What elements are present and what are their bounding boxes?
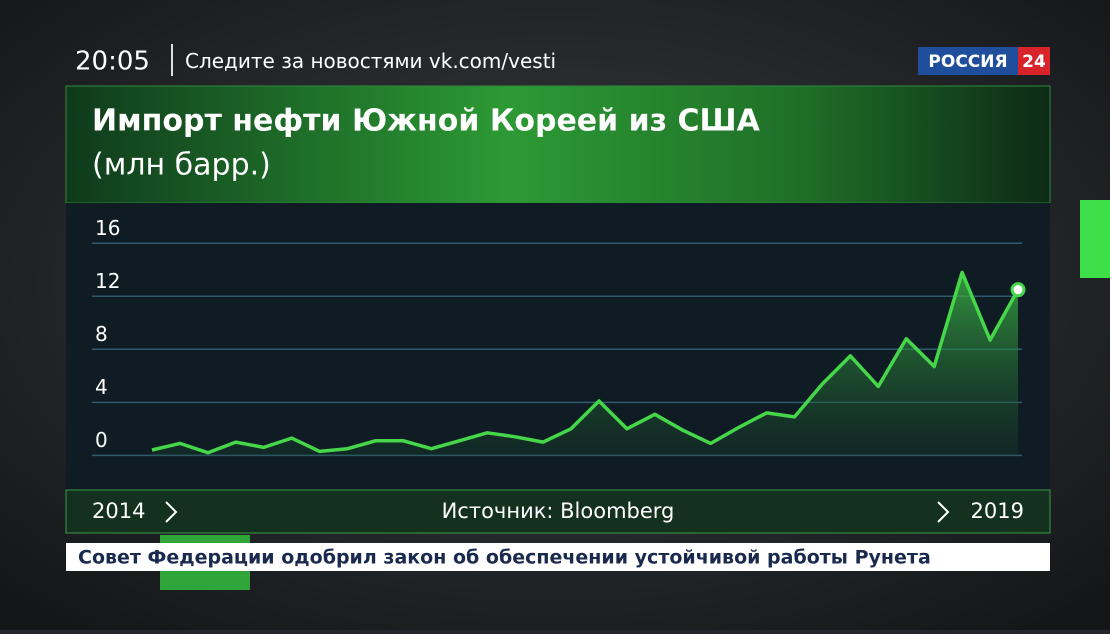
follow-text: Следите за новостями vk.com/vesti [185, 49, 556, 73]
y-tick-label: 0 [95, 428, 108, 452]
ticker: Совет Федерации одобрил закон об обеспеч… [78, 547, 931, 569]
logo: РОССИЯ [928, 52, 1007, 72]
follow: Следите за новостями [185, 49, 423, 73]
x-end-label: 2019 [971, 499, 1024, 523]
url: vk.com/vesti [429, 49, 556, 73]
y-tick-label: 12 [95, 269, 120, 293]
clock: 20:05 [75, 47, 150, 77]
x-start-label: 2014 [92, 499, 145, 523]
chart-footer [65, 489, 1051, 534]
line [151, 270, 1020, 455]
arrow [165, 501, 178, 523]
end-point [1010, 282, 1026, 298]
y-tick-label: 4 [95, 375, 108, 399]
decor [1080, 200, 1110, 278]
arrow [937, 501, 950, 523]
logo-box [918, 47, 1018, 75]
logo-number-box [1018, 47, 1050, 75]
y-tick-label: 16 [95, 216, 120, 240]
y-tick-label: 8 [95, 322, 108, 346]
chart-header [65, 85, 1051, 204]
ticker-bar [66, 543, 1050, 571]
logo-number: 24 [1022, 52, 1046, 72]
chart-title: Импорт нефти Южной Кореей из США [92, 104, 761, 139]
chart-subtitle: (млн барр.) [92, 148, 271, 183]
source: Источник: Bloomberg [442, 499, 675, 523]
